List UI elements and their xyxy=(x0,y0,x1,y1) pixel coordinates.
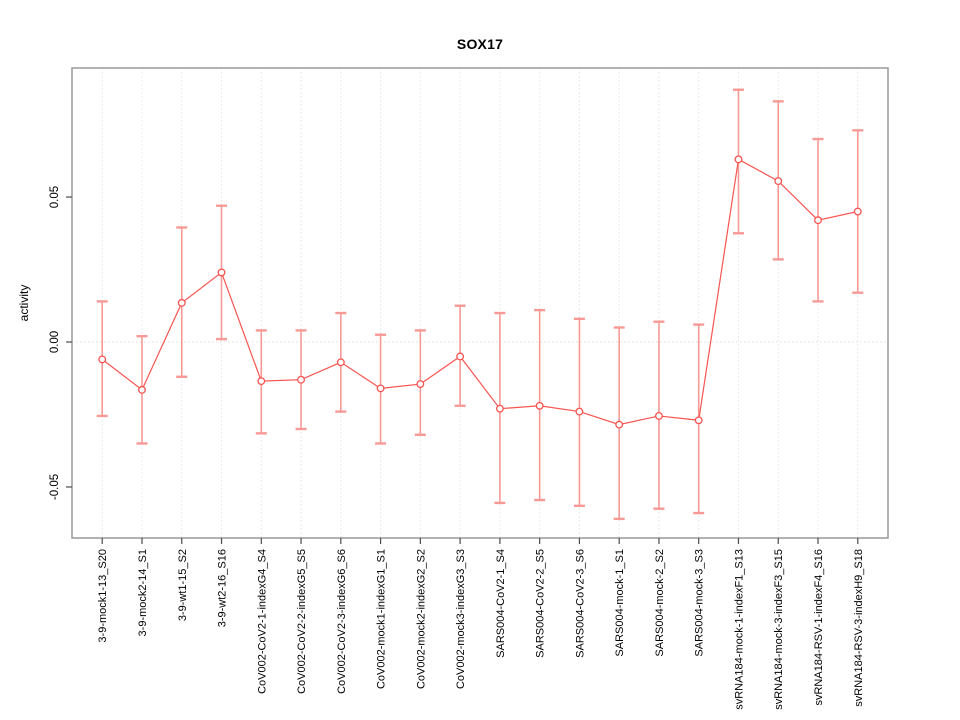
data-point xyxy=(177,298,186,307)
x-tick-label: CoV002-CoV2-1-indexG4_S4 xyxy=(256,549,268,694)
y-tick-label: 0.00 xyxy=(49,331,61,353)
x-tick-label: SARS004-mock-3_S3 xyxy=(694,549,706,657)
data-point xyxy=(138,385,146,394)
x-tick-label: 3-9-wt2-16_S16 xyxy=(217,549,229,627)
x-tick-label: svRNA184-mock-3-indexF3_S15 xyxy=(773,549,785,710)
chart-title: SOX17 xyxy=(456,36,504,52)
data-point xyxy=(654,411,663,420)
data-point xyxy=(615,420,624,429)
x-tick-label: SARS004-mock-1_S1 xyxy=(614,549,626,657)
data-point xyxy=(694,416,703,425)
x-tick-label: CoV002-CoV2-2-indexG5_S5 xyxy=(296,549,308,694)
data-point xyxy=(734,155,743,164)
x-tick-label: svRNA184-RSV-1-indexF4_S16 xyxy=(813,549,825,706)
data-point xyxy=(98,355,107,364)
x-tick-label: 3-9-mock1-13_S20 xyxy=(97,549,109,643)
x-tick-label: 3-9-mock2-14_S1 xyxy=(137,549,149,636)
x-tick-label: SARS004-CoV2-3_S6 xyxy=(574,549,586,658)
y-tick-label: 0.05 xyxy=(49,186,61,208)
data-point xyxy=(297,375,306,384)
data-point xyxy=(416,380,425,388)
x-tick-label: 3-9-wt1-15_S2 xyxy=(177,549,189,621)
series-line xyxy=(101,158,858,426)
x-tick-label: svRNA184-RSV-3-indexH9_S18 xyxy=(853,549,865,707)
data-point xyxy=(814,216,822,225)
x-tick-label: SARS004-CoV2-2_S5 xyxy=(535,549,547,658)
x-tick-label: CoV002-mock3-indexG3_S3 xyxy=(455,549,467,689)
data-point xyxy=(456,352,465,361)
y-tick-label: -0.05 xyxy=(49,474,61,500)
data-point xyxy=(376,384,385,393)
x-tick-label: CoV002-mock1-indexG1_S1 xyxy=(376,549,388,689)
x-tick-label: CoV002-mock2-indexG2_S2 xyxy=(415,549,427,689)
x-tick-label: CoV002-CoV2-3-indexG6_S6 xyxy=(336,549,348,694)
data-point xyxy=(575,407,584,416)
data-point xyxy=(257,377,266,386)
data-point xyxy=(336,358,345,367)
plot-border xyxy=(71,67,889,539)
data-point xyxy=(495,404,504,413)
data-point xyxy=(535,401,544,410)
data-point xyxy=(774,177,783,186)
data-point xyxy=(217,268,226,277)
x-tick-label: svRNA184-mock-1-indexF1_S13 xyxy=(733,549,745,710)
data-point xyxy=(853,207,862,216)
x-tick-label: SARS004-CoV2-1_S4 xyxy=(495,549,507,658)
x-tick-label: SARS004-mock-2_S2 xyxy=(654,549,666,657)
